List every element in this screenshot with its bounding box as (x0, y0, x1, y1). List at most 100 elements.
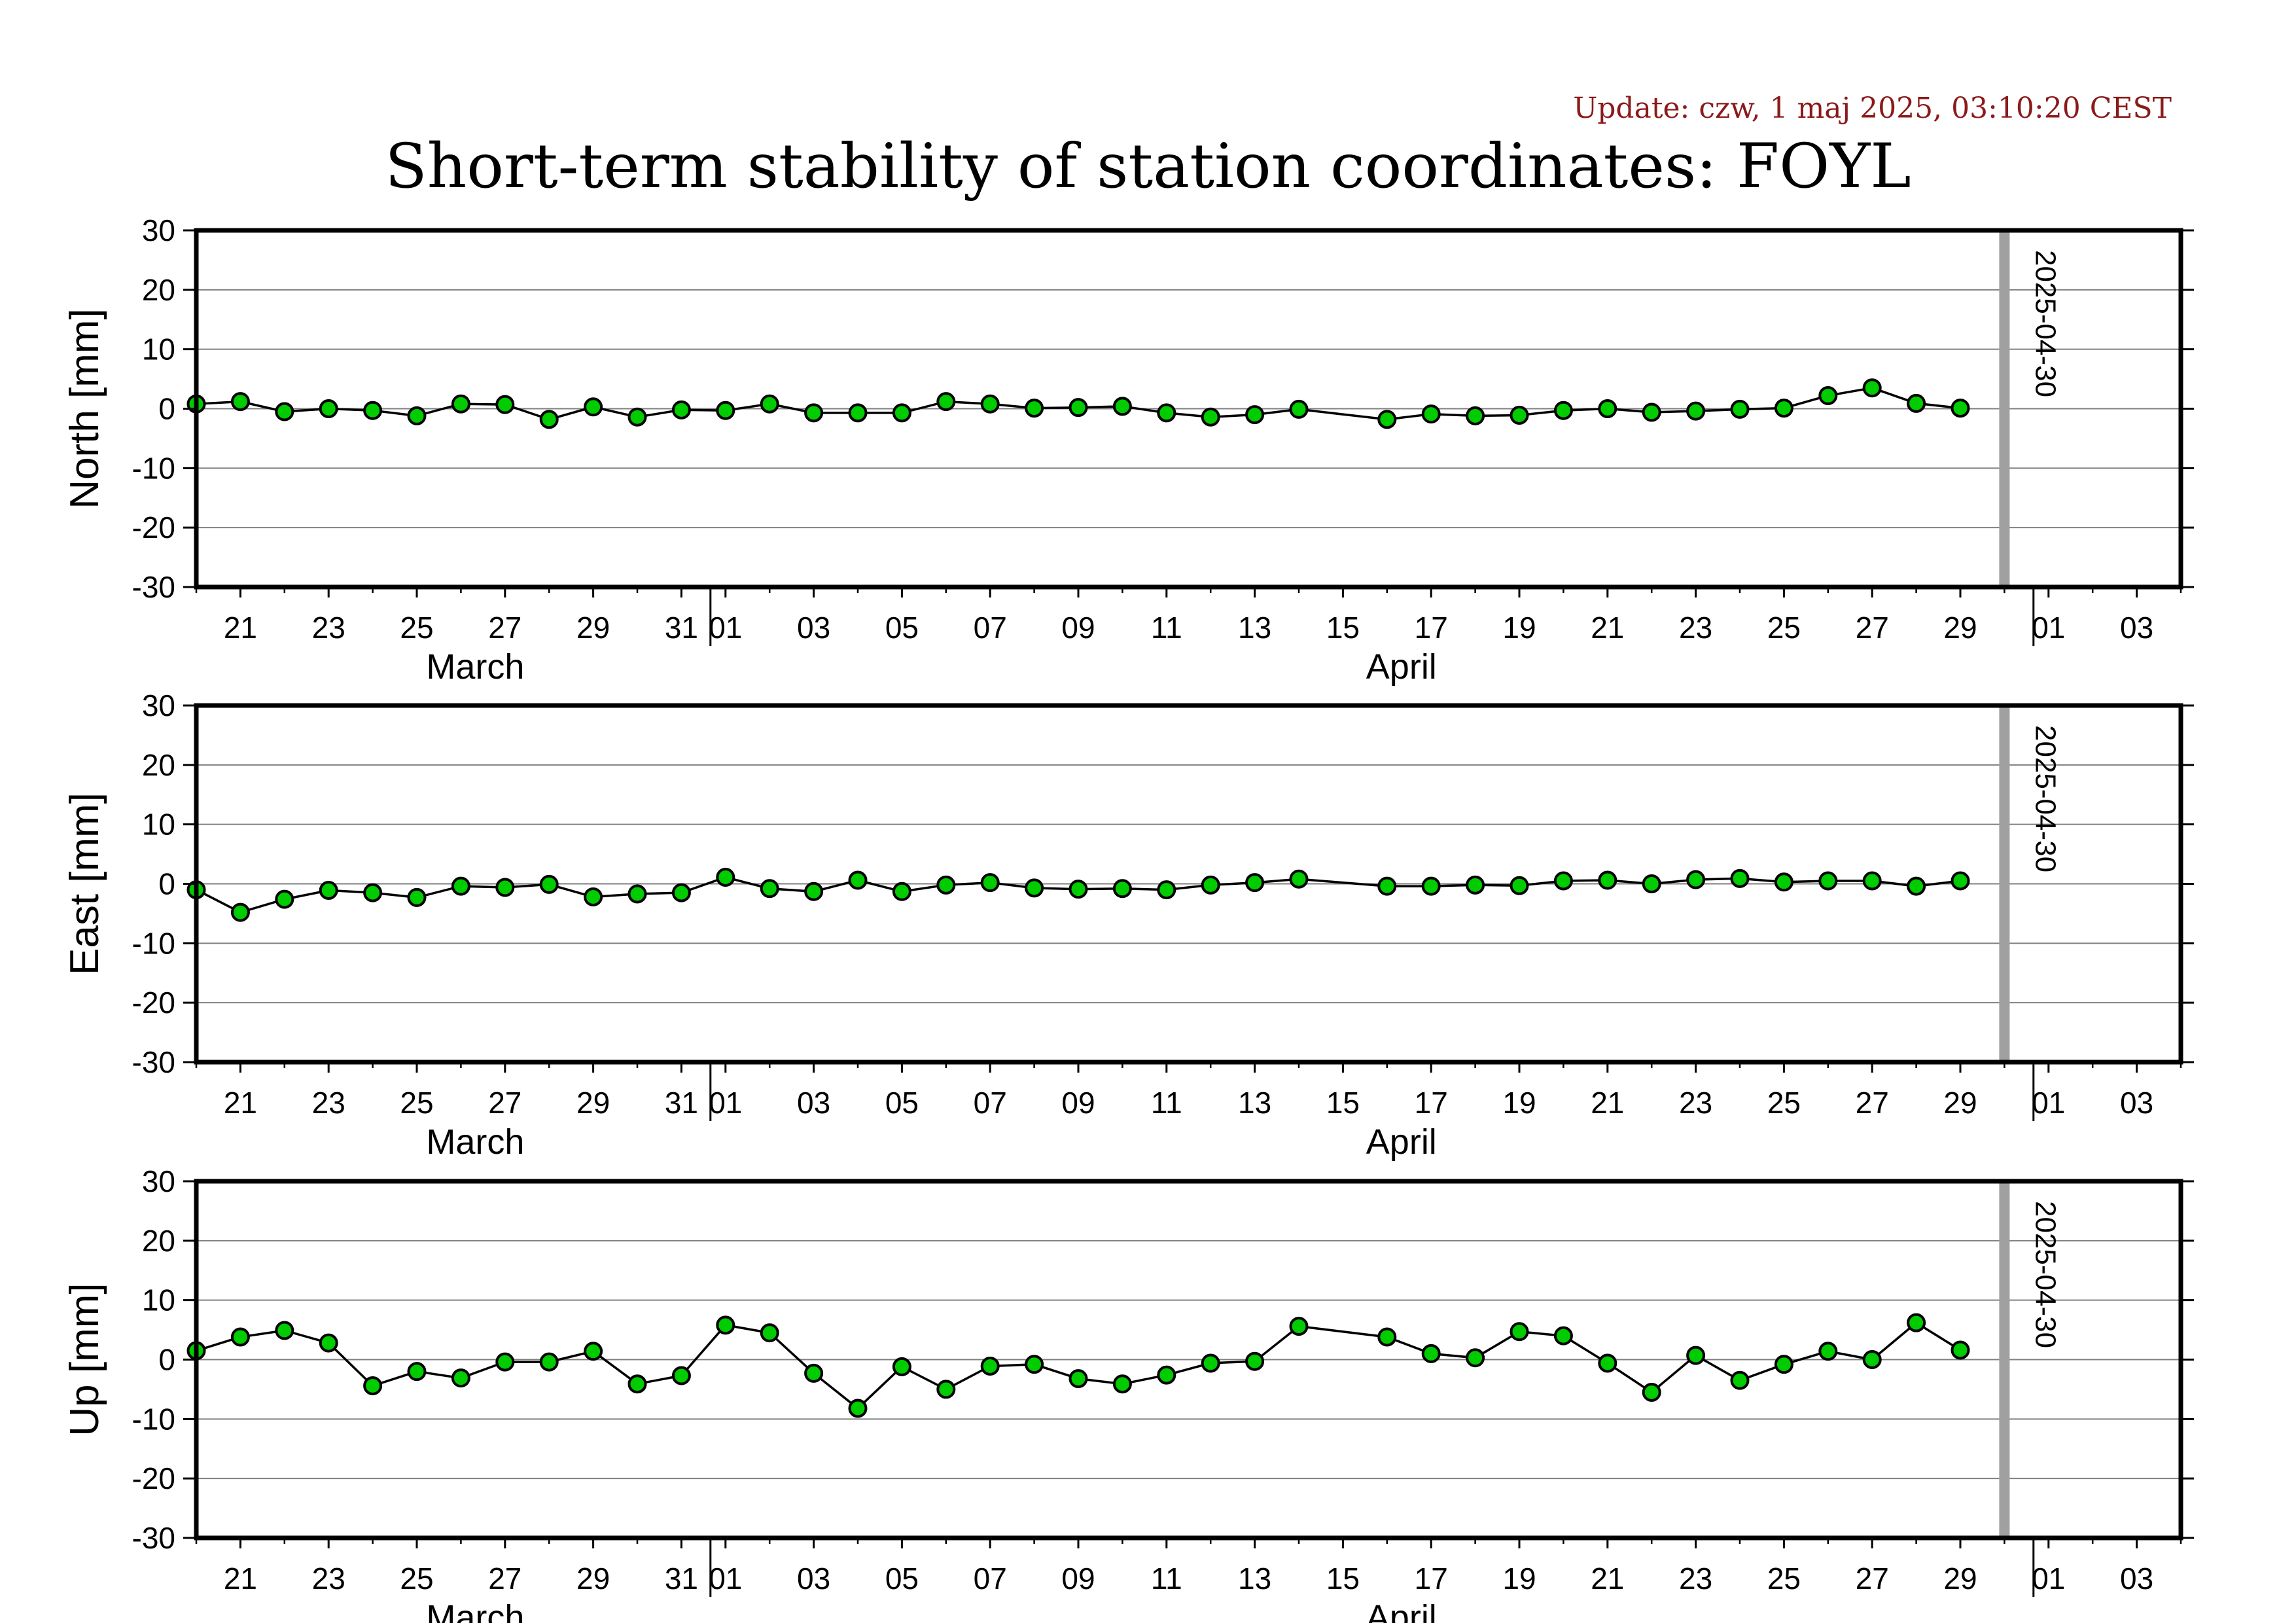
data-point (1289, 399, 1309, 419)
data-point (671, 883, 691, 902)
x-tick-label: 31 (665, 1561, 698, 1596)
data-point (760, 1323, 779, 1343)
data-point (495, 878, 515, 897)
data-point (1818, 1342, 1838, 1361)
x-tick-label: 23 (312, 611, 345, 645)
y-tick-label: -30 (132, 1045, 175, 1079)
data-point (1730, 399, 1750, 419)
data-point (671, 400, 691, 419)
data-point (1642, 1382, 1661, 1402)
data-point (1510, 405, 1529, 425)
x-tick-label: 03 (2120, 1561, 2153, 1596)
data-point (892, 1357, 911, 1376)
data-point (1157, 880, 1176, 900)
data-point (275, 402, 294, 421)
y-axis-label: East [mm] (62, 793, 107, 975)
data-point (936, 392, 956, 412)
y-tick-label: -20 (132, 986, 175, 1020)
x-tick-label: 17 (1415, 1561, 1448, 1596)
data-point (1642, 874, 1661, 893)
data-point (451, 394, 470, 414)
data-point (1774, 872, 1793, 892)
data-point (1377, 1327, 1397, 1347)
data-point (1686, 1346, 1706, 1365)
y-tick-label: 0 (158, 392, 175, 426)
data-point (1774, 399, 1793, 418)
y-tick-label: 30 (142, 213, 175, 247)
data-point (1421, 876, 1441, 896)
x-tick-label: 17 (1415, 1086, 1448, 1120)
y-tick-label: -20 (132, 1461, 175, 1495)
x-tick-label: 01 (709, 611, 742, 645)
data-point (363, 1376, 383, 1395)
x-tick-label: 07 (974, 1561, 1007, 1596)
x-tick-label: 23 (312, 1086, 345, 1120)
data-point (804, 403, 824, 423)
x-tick-label: 29 (576, 1561, 610, 1596)
data-point (1112, 879, 1132, 899)
data-point (230, 1327, 250, 1347)
x-tick-label: 09 (1061, 1086, 1095, 1120)
x-tick-label: 27 (1856, 1086, 1889, 1120)
data-point (1818, 871, 1838, 891)
data-point (848, 1399, 868, 1418)
data-point (892, 403, 911, 423)
data-point (980, 394, 1000, 414)
x-tick-label: 19 (1502, 611, 1536, 645)
x-tick-label: 03 (797, 611, 830, 645)
x-tick-label: 15 (1326, 611, 1360, 645)
data-point (1069, 398, 1088, 418)
series-line (196, 386, 1961, 421)
data-point (319, 399, 338, 418)
x-tick-label: 15 (1326, 1561, 1360, 1596)
x-tick-label: 25 (400, 611, 433, 645)
y-tick-label: -10 (132, 1402, 175, 1436)
data-point (1289, 869, 1309, 889)
data-point (1245, 1351, 1265, 1371)
x-tick-label: 01 (2032, 1086, 2065, 1120)
data-point (1025, 1355, 1044, 1374)
month-label: March (426, 647, 524, 687)
series-line (196, 876, 1961, 914)
data-point (319, 1333, 338, 1353)
data-point (1730, 1370, 1750, 1390)
data-point (539, 410, 559, 429)
data-point (230, 902, 250, 922)
x-tick-label: 27 (1856, 1561, 1889, 1596)
x-tick-label: 29 (1943, 1561, 1977, 1596)
data-point (1862, 1350, 1882, 1369)
x-tick-label: 27 (488, 1561, 521, 1596)
y-tick-label: -30 (132, 1521, 175, 1555)
y-tick-label: 20 (142, 273, 175, 307)
month-label: April (1366, 647, 1437, 687)
x-tick-label: 21 (1591, 611, 1624, 645)
data-point (451, 876, 470, 896)
chart-title: Short-term stability of station coordina… (385, 131, 1911, 202)
data-point (1069, 880, 1088, 899)
x-tick-label: 21 (1591, 1086, 1624, 1120)
update-timestamp: Update: czw, 1 maj 2025, 03:10:20 CEST (1573, 92, 2172, 125)
x-tick-label: 01 (709, 1086, 742, 1120)
data-point (716, 401, 735, 420)
x-tick-label: 29 (576, 611, 610, 645)
x-tick-label: 03 (797, 1561, 830, 1596)
x-tick-label: 01 (2032, 611, 2065, 645)
panel-1: 2025-04-30 30 20 10 0 -10 -20 -30 East [mm] 21 23 2… (62, 688, 2194, 1162)
x-tick-label: 25 (400, 1561, 433, 1596)
data-point (804, 882, 824, 901)
month-label: April (1366, 1598, 1437, 1623)
data-point (275, 889, 294, 909)
x-tick-label: 09 (1061, 1561, 1095, 1596)
data-point (1862, 378, 1882, 398)
y-tick-label: 0 (158, 867, 175, 901)
data-point (804, 1363, 824, 1383)
y-tick-label: 30 (142, 688, 175, 722)
data-point (1686, 401, 1706, 421)
x-tick-label: 19 (1502, 1561, 1536, 1596)
x-tick-label: 29 (1943, 1086, 1977, 1120)
panel-0: 2025-04-30 30 20 10 0 -10 -20 -30 North [mm] 21 23… (62, 213, 2194, 687)
x-tick-label: 23 (312, 1561, 345, 1596)
month-label: March (426, 1598, 524, 1623)
series-line (196, 1321, 1961, 1410)
data-point (1025, 399, 1044, 418)
